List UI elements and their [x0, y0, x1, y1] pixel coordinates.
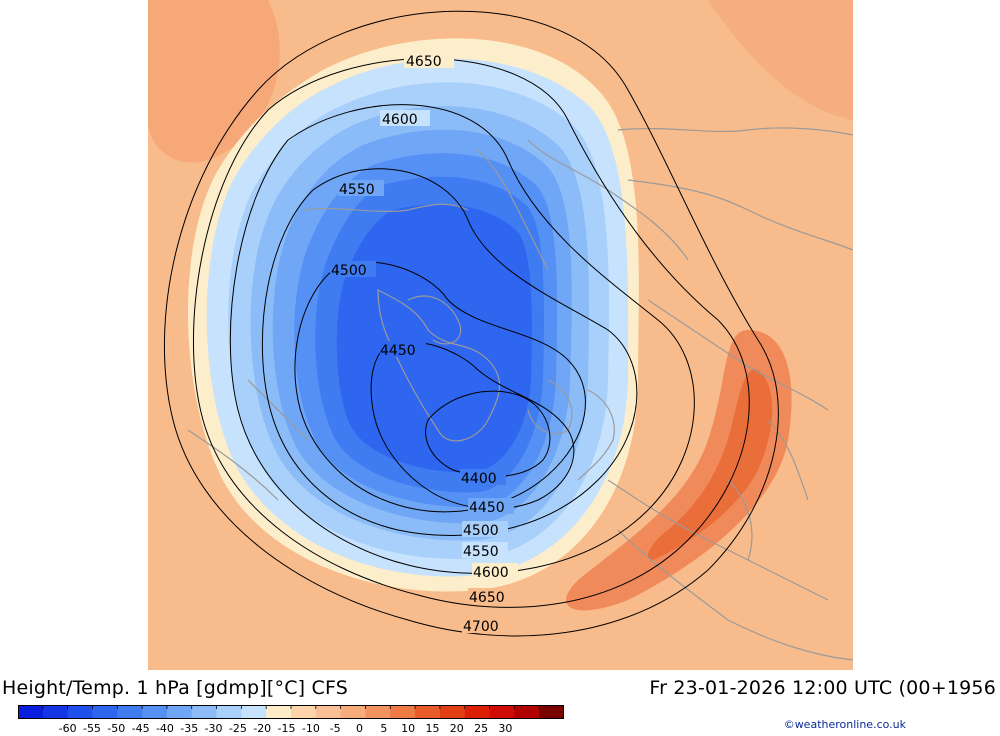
colorbar-label: -55 — [82, 722, 101, 735]
contour-label: 4400 — [461, 471, 497, 487]
colorbar-label: -35 — [180, 722, 199, 735]
colorbar-swatch — [117, 705, 143, 719]
contour-labels: 4650 4600 4550 4500 4450 4400 4450 4500 … — [330, 52, 518, 635]
contour-label: 4500 — [331, 263, 367, 279]
colorbar-swatch — [539, 705, 564, 719]
colorbar-label: -20 — [253, 722, 272, 735]
contour-4650 — [192, 58, 750, 608]
coastlines — [187, 127, 853, 661]
colorbar-swatch — [439, 705, 466, 719]
contour-label: 4450 — [380, 343, 416, 359]
warm-patch-ne — [708, 0, 853, 120]
colorbar-label: -40 — [155, 722, 174, 735]
contour-label: 4600 — [382, 112, 418, 128]
colorbar-swatch — [266, 705, 292, 719]
colorbar-label: -5 — [329, 722, 341, 735]
warm-anomaly-outer — [566, 330, 792, 611]
colorbar-swatch — [390, 705, 416, 719]
colorbar — [18, 705, 564, 719]
contour-4400 — [425, 390, 551, 478]
colorbar-label: -15 — [277, 722, 296, 735]
colorbar-swatch — [142, 705, 168, 719]
contour-label: 4650 — [469, 590, 505, 606]
colorbar-swatch — [415, 705, 441, 719]
colorbar-swatch — [340, 705, 366, 719]
contour-4600 — [229, 104, 695, 574]
colorbar-label: -10 — [301, 722, 320, 735]
colorbar-label: 20 — [449, 722, 464, 735]
contour-4500 — [294, 261, 586, 513]
contour-4700 — [163, 10, 779, 637]
colorbar-label: 30 — [498, 722, 513, 735]
colorbar-swatch — [18, 705, 44, 719]
colorbar-label: 15 — [425, 722, 440, 735]
contour-label: 4600 — [473, 565, 509, 581]
map-canvas: 4650 4600 4550 4500 4450 4400 4450 4500 … — [148, 0, 853, 670]
colorbar-swatch — [191, 705, 218, 719]
colorbar-label: -45 — [131, 722, 150, 735]
height-contours — [163, 10, 779, 637]
warm-anomaly-inner — [648, 369, 773, 560]
colorbar-label: -50 — [107, 722, 126, 735]
colorbar-swatch — [42, 705, 69, 719]
contour-label: 4700 — [463, 619, 499, 635]
colorbar-swatch — [166, 705, 193, 719]
contour-label: 4450 — [469, 500, 505, 516]
colorbar-label: 25 — [474, 722, 489, 735]
colorbar-label: -25 — [228, 722, 247, 735]
colorbar-swatch — [216, 705, 242, 719]
cold-core-2 — [336, 204, 532, 473]
colorbar-swatch — [514, 705, 540, 719]
colorbar-swatch — [291, 705, 317, 719]
colorbar-swatch — [315, 705, 342, 719]
valid-time: Fr 23-01-2026 12:00 UTC (00+1956 — [649, 677, 996, 699]
colorbar-label: 0 — [355, 722, 363, 735]
contour-4550 — [261, 168, 638, 537]
contour-label: 4550 — [463, 544, 499, 560]
contour-label: 4500 — [463, 523, 499, 539]
colorbar-swatch — [464, 705, 491, 719]
colorbar-label: 5 — [380, 722, 388, 735]
contour-4450 — [370, 341, 575, 510]
contour-label: 4650 — [406, 54, 442, 70]
contour-label: 4550 — [339, 182, 375, 198]
colorbar-swatch — [67, 705, 93, 719]
colorbar-label: -30 — [204, 722, 223, 735]
map-panel: 4650 4600 4550 4500 4450 4400 4450 4500 … — [148, 0, 853, 670]
colorbar-swatch — [92, 705, 118, 719]
colorbar-swatch — [489, 705, 515, 719]
colorbar-swatch — [365, 705, 391, 719]
map-title: Height/Temp. 1 hPa [gdmp][°C] CFS — [2, 677, 349, 699]
colorbar-labels: -60 -55 -50 -45 -40 -35 -30 -25 -20 -15 -10 -5 0 5 10 1… — [0, 722, 600, 736]
colorbar-label: -60 — [58, 722, 77, 735]
colorbar-swatch — [241, 705, 267, 719]
warm-patch-nw — [148, 0, 280, 163]
colorbar-label: 10 — [401, 722, 416, 735]
credit-text: ©weatheronline.co.uk — [783, 718, 906, 731]
